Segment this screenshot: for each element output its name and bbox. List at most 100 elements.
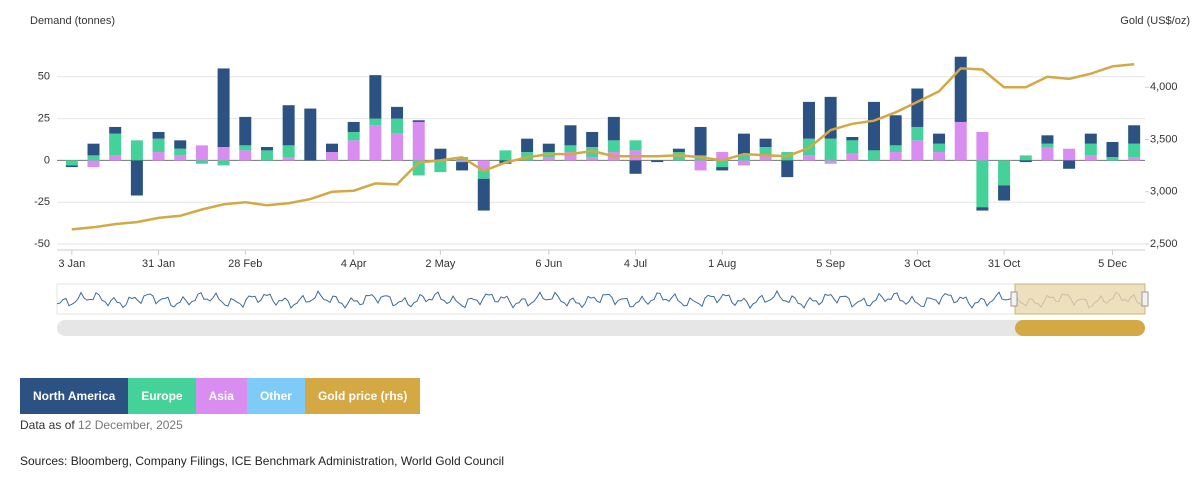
legend: North America Europe Asia Other Gold price (… bbox=[20, 378, 421, 414]
bar-segment bbox=[87, 143, 100, 156]
x-tick-label: 28 Feb bbox=[228, 258, 262, 270]
bar-segment bbox=[933, 143, 946, 153]
bar-segment bbox=[824, 160, 837, 164]
bar-segment bbox=[933, 133, 946, 144]
bar-segment bbox=[737, 133, 750, 156]
bar-segment bbox=[564, 125, 577, 146]
scrollbar-track[interactable] bbox=[57, 320, 1145, 336]
bar-segment bbox=[174, 148, 187, 156]
bar-segment bbox=[326, 143, 338, 153]
x-tick-label: 4 Jul bbox=[624, 258, 647, 270]
bar-segment bbox=[282, 157, 295, 161]
bar-segment bbox=[282, 105, 295, 146]
as-of: Data as of 12 December, 2025 bbox=[20, 418, 183, 432]
legend-button[interactable]: Gold price (rhs) bbox=[304, 378, 421, 414]
bar-segment bbox=[217, 68, 230, 148]
bar-segment bbox=[1106, 157, 1119, 161]
bar-segment bbox=[868, 150, 880, 161]
bar-segment bbox=[542, 157, 555, 161]
x-tick-label: 31 Oct bbox=[988, 258, 1020, 270]
bar-segment bbox=[391, 118, 404, 134]
bar-segment bbox=[737, 155, 750, 161]
bar-segment bbox=[434, 160, 447, 173]
bar-segment bbox=[412, 120, 425, 122]
bar-segment bbox=[889, 115, 902, 146]
bar-segment bbox=[347, 140, 360, 161]
bar-segment bbox=[802, 101, 815, 139]
bar-segment bbox=[1084, 143, 1097, 156]
bar-segment bbox=[369, 125, 382, 161]
bar-segment bbox=[1128, 143, 1141, 158]
bar-segment bbox=[152, 131, 165, 139]
legend-button[interactable]: Other bbox=[246, 378, 305, 414]
x-tick-label: 1 Aug bbox=[708, 258, 736, 270]
bar-segment bbox=[1041, 143, 1054, 148]
bar-segment bbox=[998, 185, 1011, 201]
bar-segment bbox=[369, 75, 382, 119]
x-tick-label: 3 Oct bbox=[904, 258, 930, 270]
y2-tick-label: 3,500 bbox=[1150, 133, 1178, 145]
bar-segment bbox=[347, 121, 360, 132]
navigator-selection[interactable] bbox=[1014, 283, 1146, 315]
bar-segment bbox=[477, 178, 490, 211]
bar-segment bbox=[456, 162, 469, 171]
scrollbar-thumb[interactable] bbox=[1015, 320, 1145, 336]
bar-segment bbox=[976, 207, 989, 211]
bar-segment bbox=[911, 126, 924, 141]
y-axis-title: Demand (tonnes) bbox=[30, 15, 115, 27]
y-tick-label: 50 bbox=[38, 71, 50, 83]
bar-segment bbox=[911, 88, 924, 127]
bar-segment bbox=[716, 160, 729, 168]
as-of-date: 12 December, 2025 bbox=[78, 418, 183, 432]
bar-segment bbox=[434, 148, 447, 161]
x-tick-label: 3 Jan bbox=[58, 258, 85, 270]
bar-segment bbox=[629, 140, 642, 151]
bar-segment bbox=[260, 150, 273, 161]
navigator-line bbox=[56, 289, 1144, 310]
sources: Sources: Bloomberg, Company Filings, ICE… bbox=[20, 454, 504, 468]
y-tick-label: 25 bbox=[38, 113, 50, 125]
bar-segment bbox=[564, 145, 577, 153]
x-tick-label: 31 Jan bbox=[142, 258, 175, 270]
bar-segment bbox=[152, 138, 165, 153]
bar-segment bbox=[651, 160, 664, 163]
gold-price-line bbox=[71, 63, 1135, 231]
bar-segment bbox=[802, 155, 815, 161]
bar-segment bbox=[195, 145, 208, 161]
bar-segment bbox=[629, 160, 642, 174]
bar-segment bbox=[759, 138, 772, 148]
bar-segment bbox=[716, 152, 729, 161]
bar-segment bbox=[391, 106, 404, 119]
bar-segment bbox=[1128, 157, 1141, 161]
navigator-handle[interactable] bbox=[1141, 291, 1149, 307]
bar-segment bbox=[933, 152, 946, 161]
bar-segment bbox=[868, 101, 880, 151]
bar-segment bbox=[456, 160, 469, 163]
legend-button[interactable]: Asia bbox=[195, 378, 247, 414]
legend-button[interactable]: North America bbox=[20, 378, 129, 414]
bar-segment bbox=[976, 160, 989, 208]
bar-segment bbox=[1084, 155, 1097, 161]
bar-segment bbox=[87, 160, 100, 168]
legend-button[interactable]: Europe bbox=[128, 378, 196, 414]
bar-segment bbox=[759, 147, 772, 156]
bar-segment bbox=[412, 121, 425, 161]
y-tick-label: -50 bbox=[34, 238, 50, 250]
bar-segment bbox=[109, 133, 122, 156]
navigator-handle[interactable] bbox=[1010, 291, 1018, 307]
bar-segment bbox=[564, 152, 577, 161]
bar-segment bbox=[282, 145, 295, 158]
y2-tick-label: 4,000 bbox=[1150, 81, 1178, 93]
bar-segment bbox=[326, 152, 338, 161]
bar-segment bbox=[737, 160, 750, 166]
bar-segment bbox=[1019, 160, 1032, 163]
bar-segment bbox=[109, 126, 122, 134]
bar-segment bbox=[889, 145, 902, 153]
bar-segment bbox=[477, 170, 490, 179]
y2-tick-label: 3,000 bbox=[1150, 186, 1178, 198]
bar-segment bbox=[1128, 125, 1141, 144]
bar-segment bbox=[130, 160, 143, 196]
bar-segment bbox=[260, 147, 273, 151]
bar-segment bbox=[152, 152, 165, 161]
